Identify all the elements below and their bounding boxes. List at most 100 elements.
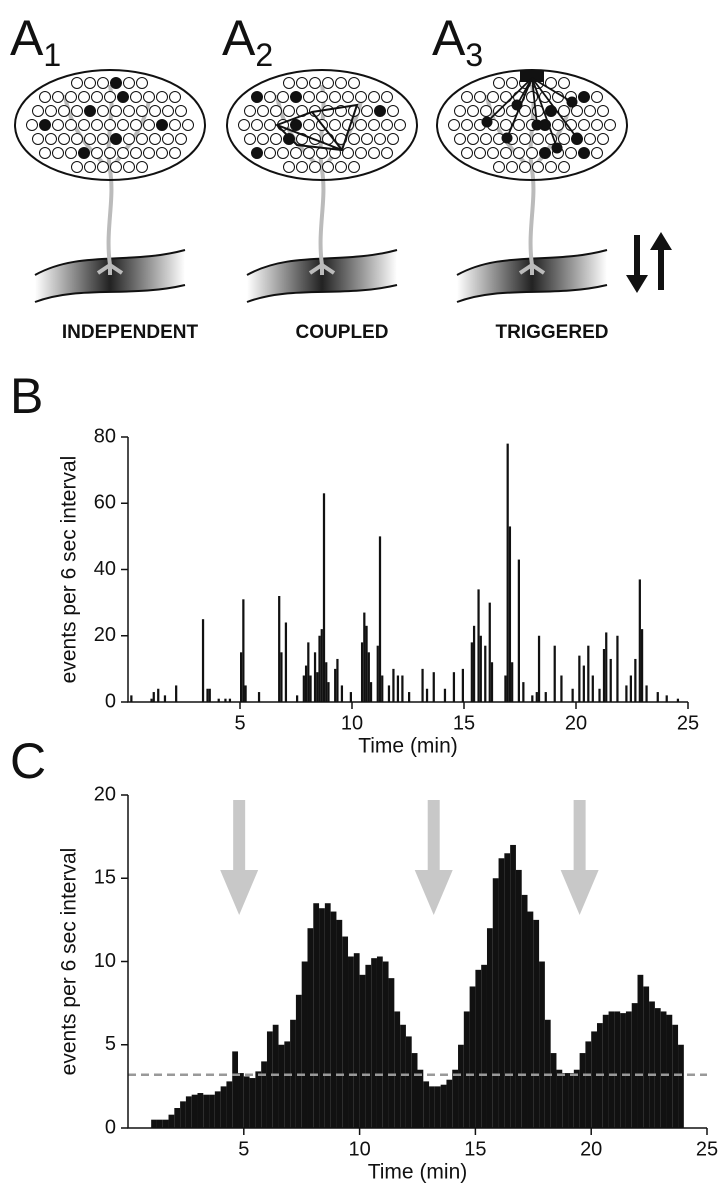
bar xyxy=(392,668,395,702)
neuron xyxy=(84,77,96,89)
bar xyxy=(209,1094,215,1128)
neuron xyxy=(39,147,51,159)
bar xyxy=(421,668,424,702)
bar xyxy=(284,622,288,702)
neuron xyxy=(257,105,269,117)
bar xyxy=(228,698,232,702)
bar xyxy=(531,695,534,702)
neuron xyxy=(130,119,142,131)
bar xyxy=(537,635,541,702)
bar xyxy=(515,869,522,1128)
neuron xyxy=(454,133,466,145)
bar xyxy=(423,1081,430,1128)
neuron xyxy=(110,105,122,117)
x-tick-label: 20 xyxy=(565,712,587,734)
bar xyxy=(614,1011,621,1128)
neuron xyxy=(71,77,83,89)
neuron xyxy=(32,105,44,117)
bar xyxy=(217,698,220,702)
x-tick-label: 5 xyxy=(234,712,245,734)
bar xyxy=(162,1119,169,1128)
bar xyxy=(488,602,491,702)
arrow-up xyxy=(650,232,672,290)
bar xyxy=(313,652,317,702)
neuron xyxy=(117,147,129,159)
neuron xyxy=(303,147,315,159)
neuron xyxy=(84,105,96,117)
panel-letter: A xyxy=(432,10,466,66)
neuron xyxy=(480,133,492,145)
bar xyxy=(296,695,299,702)
bar xyxy=(214,1091,221,1128)
neuron xyxy=(335,77,347,89)
neuron xyxy=(519,161,531,173)
bar xyxy=(242,599,245,702)
bar xyxy=(327,682,330,702)
neuron xyxy=(58,105,70,117)
neuron xyxy=(348,133,360,145)
bar xyxy=(605,632,608,702)
bar xyxy=(255,1071,262,1128)
y-tick-label: 20 xyxy=(94,783,116,805)
bar xyxy=(533,919,540,1128)
bar xyxy=(203,1094,210,1128)
neuron xyxy=(374,105,386,117)
bar xyxy=(446,1079,453,1128)
bar xyxy=(336,658,339,702)
bar xyxy=(319,908,325,1128)
vessel-edge xyxy=(246,249,398,303)
neuron xyxy=(597,105,609,117)
neuron xyxy=(143,147,155,159)
bar xyxy=(504,675,507,702)
neuron xyxy=(110,77,122,89)
bar xyxy=(443,688,447,702)
neuron xyxy=(361,105,373,117)
bar xyxy=(302,675,305,702)
bar xyxy=(208,688,211,702)
x-tick-label: 10 xyxy=(348,1138,370,1160)
bar xyxy=(472,625,476,702)
neuron xyxy=(591,119,603,131)
bar xyxy=(249,1078,256,1128)
bar xyxy=(278,1044,285,1128)
neuron xyxy=(257,133,269,145)
bar xyxy=(521,894,528,1128)
cell-body xyxy=(14,69,206,181)
x-tick-label: 5 xyxy=(238,1138,249,1160)
bar xyxy=(307,642,310,702)
bar xyxy=(396,675,400,702)
bar xyxy=(609,658,612,702)
neuron xyxy=(123,161,135,173)
bar xyxy=(180,1101,186,1128)
bar xyxy=(634,658,637,702)
neuron-active xyxy=(551,142,563,154)
neuron xyxy=(39,119,51,131)
bar xyxy=(304,665,308,702)
neuron xyxy=(526,91,538,103)
bar xyxy=(309,675,312,702)
bar xyxy=(330,911,337,1128)
bar xyxy=(517,559,520,702)
neuron xyxy=(303,91,315,103)
neuron-active xyxy=(511,99,523,111)
neuron xyxy=(309,77,321,89)
neuron xyxy=(169,91,181,103)
bar xyxy=(191,1094,198,1128)
bar xyxy=(527,911,534,1128)
bar xyxy=(425,688,429,702)
neuron xyxy=(467,133,479,145)
bar xyxy=(257,692,261,702)
bar xyxy=(244,685,247,702)
bar xyxy=(640,629,644,702)
neuron xyxy=(65,91,77,103)
neuron xyxy=(283,133,295,145)
bar xyxy=(463,1011,470,1128)
panel-label: C xyxy=(10,733,46,789)
neuron xyxy=(156,119,168,131)
bar xyxy=(484,645,487,702)
bar xyxy=(197,1093,204,1128)
neuron xyxy=(335,161,347,173)
trigger xyxy=(520,70,544,82)
coupling xyxy=(275,103,359,152)
